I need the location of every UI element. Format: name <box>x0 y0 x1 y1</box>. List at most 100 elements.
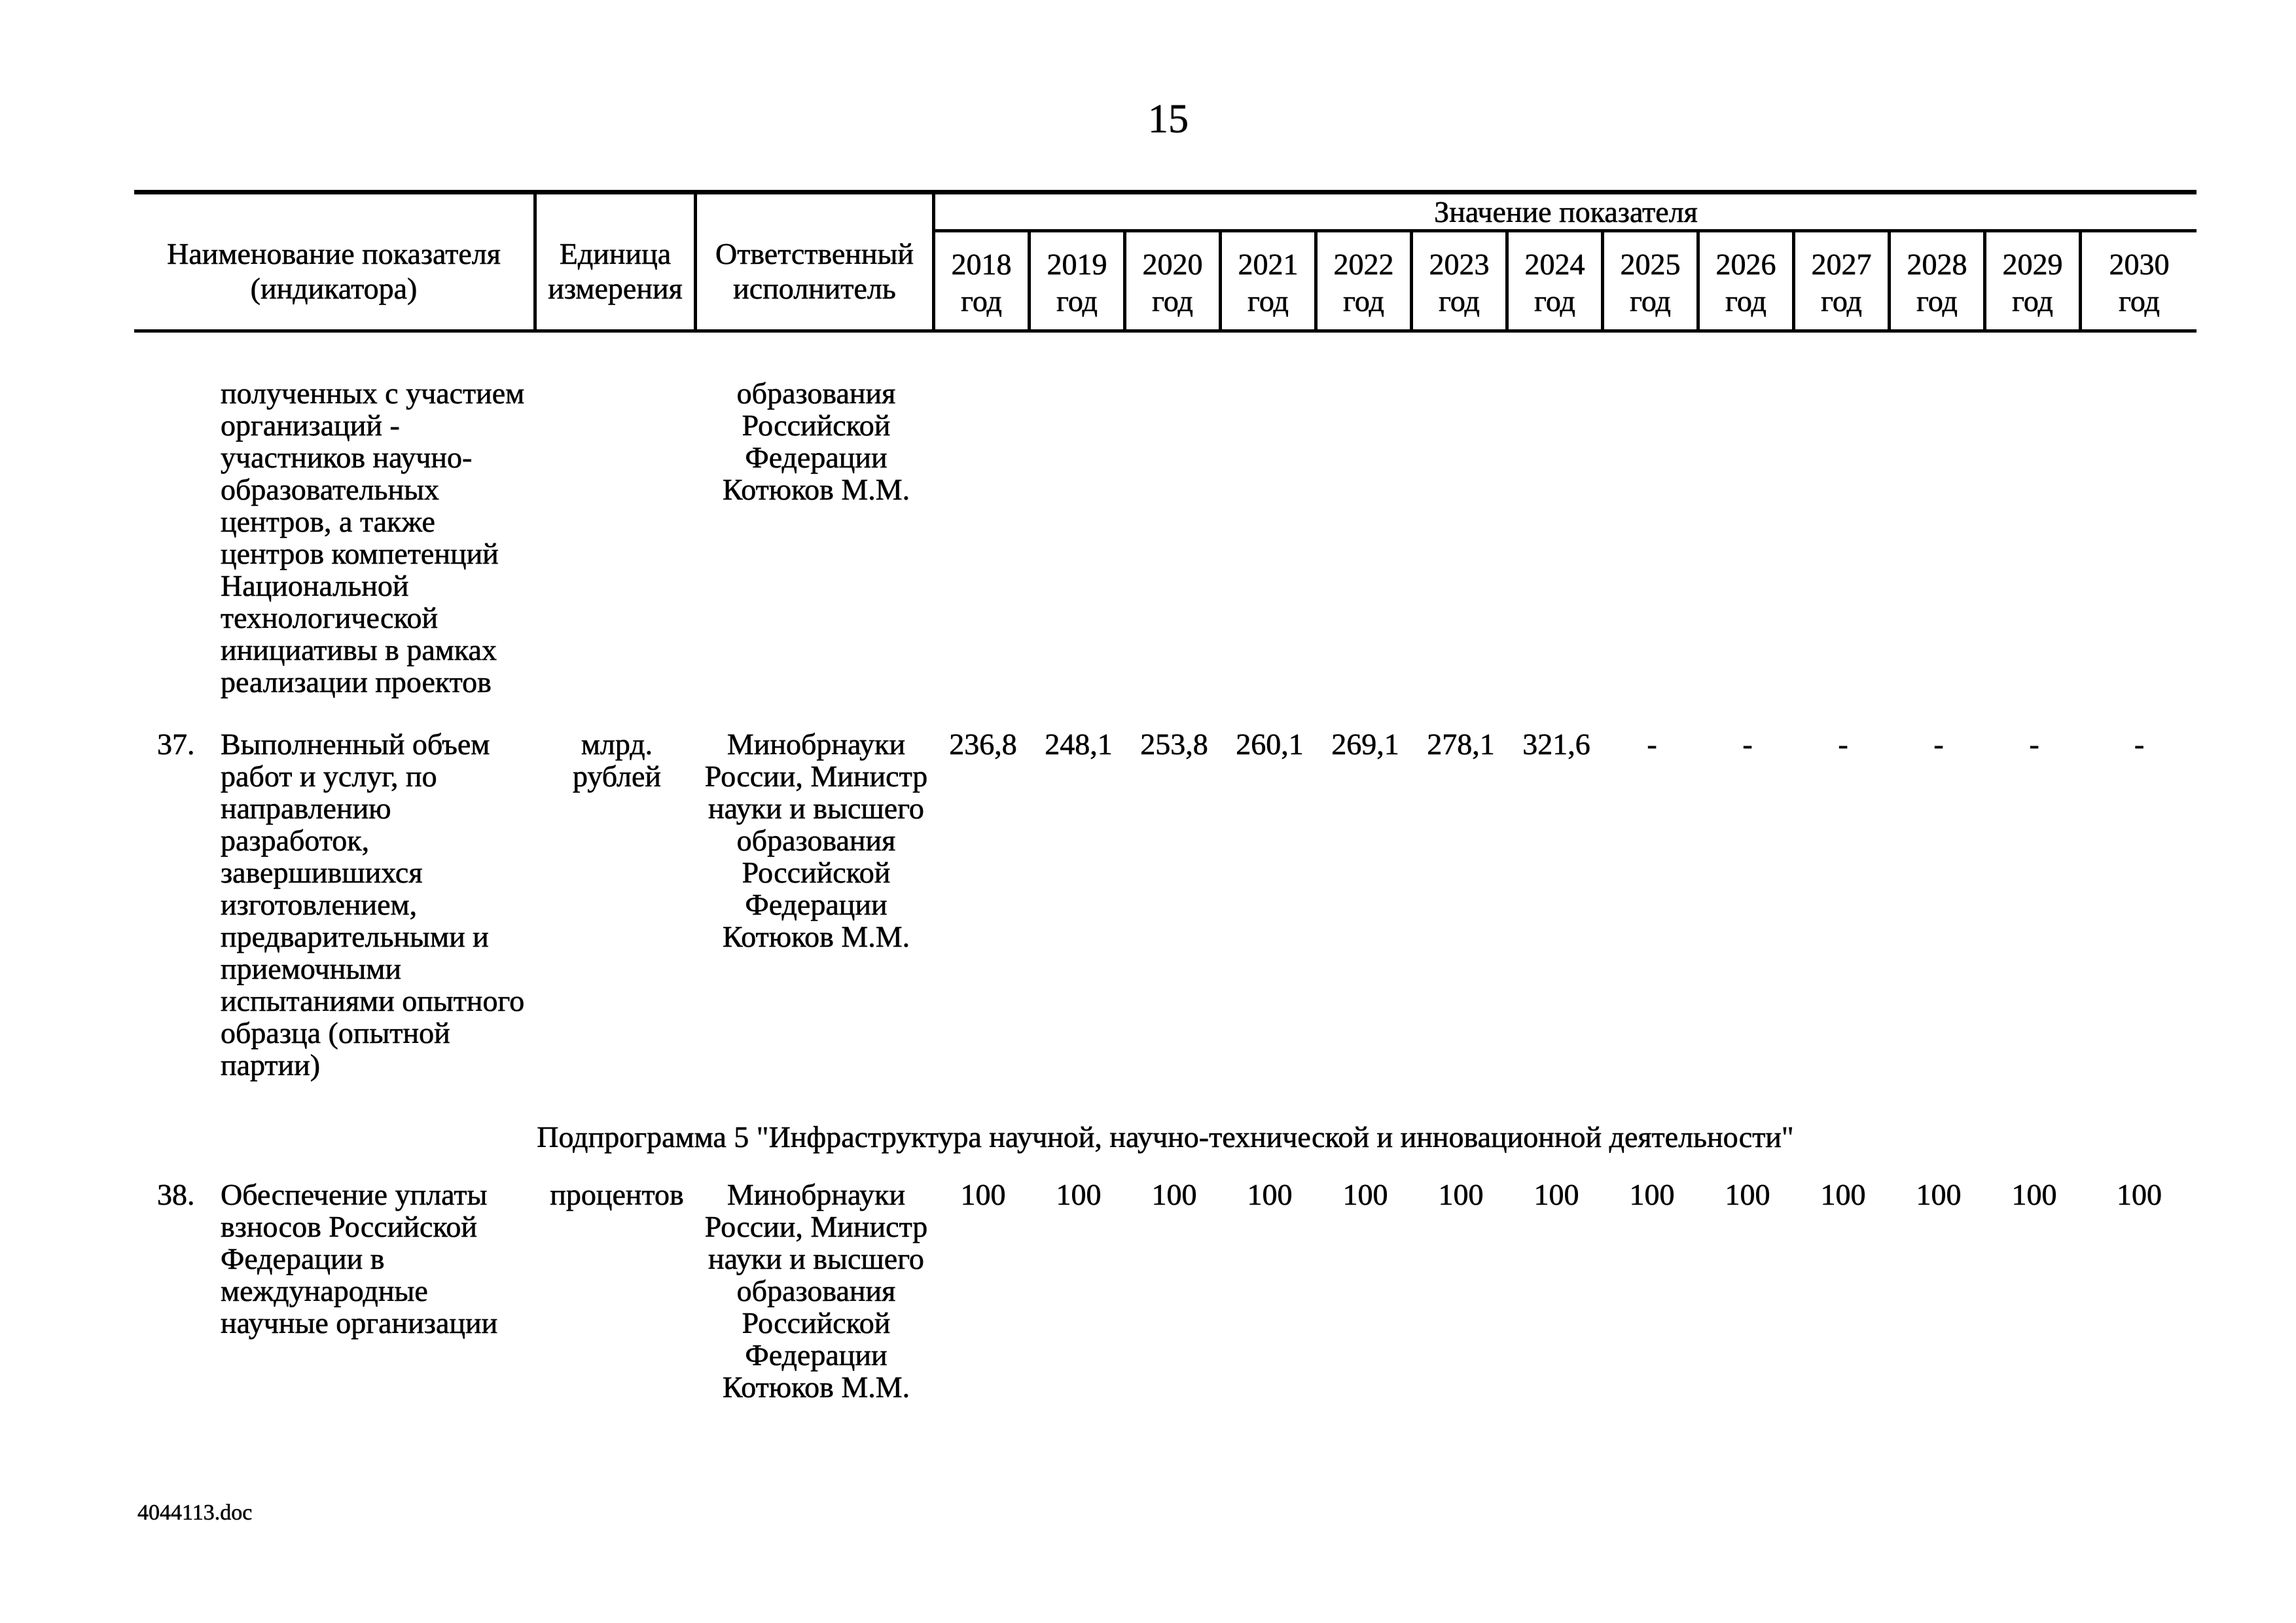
text-line: завершившихся <box>221 856 423 889</box>
text-line: Национальной <box>221 569 409 602</box>
value-2022: 269,1 <box>1331 727 1399 761</box>
year-label: 2027 <box>1811 247 1872 282</box>
value-2027: - <box>1838 727 1848 761</box>
text-line: Котюков М.М. <box>722 1370 910 1404</box>
text-line: изготовлением, <box>221 888 418 921</box>
text-line: направлению <box>221 792 391 825</box>
value-2022: 100 <box>1342 1178 1388 1211</box>
text-line: технологической <box>221 601 439 634</box>
indicator-name-cell: 38. Обеспечение уплаты взносов Российской Ф… <box>134 1178 537 1403</box>
text-line: Наименование показателя <box>167 237 501 271</box>
year-header-2026: 2026 год <box>1700 232 1795 329</box>
year-suffix: год <box>961 284 1002 318</box>
value-2025: 100 <box>1629 1178 1675 1211</box>
year-label: 2023 <box>1429 247 1490 282</box>
year-label: 2029 <box>2002 247 2063 282</box>
text-line: реализации проектов <box>221 665 492 699</box>
row-number: 37. <box>157 727 195 761</box>
text-line: Котюков М.М. <box>722 920 910 953</box>
value-2028: - <box>1933 727 1944 761</box>
text-line: Ответственный <box>715 237 914 271</box>
text-line: образовательных <box>221 473 440 506</box>
text-line: международные <box>221 1274 428 1307</box>
header-executive-column: Ответственный исполнитель <box>697 194 935 329</box>
text-line: Минобрнауки <box>726 1178 906 1211</box>
page-number: 15 <box>1148 97 1189 141</box>
header-unit-column: Единица измерения <box>537 194 697 329</box>
value-2030: - <box>2134 727 2145 761</box>
text-line: Российской <box>742 856 891 889</box>
year-suffix: год <box>1725 284 1767 318</box>
value-2018: 100 <box>960 1178 1006 1211</box>
text-line: образования <box>736 1274 896 1307</box>
header-values-group-title: Значение показателя <box>935 194 2197 232</box>
year-header-2021: 2021 год <box>1222 232 1318 329</box>
executive-cell: Минобрнауки России, Министр науки и высшег… <box>697 728 935 1081</box>
text-line: предварительными и <box>221 920 489 953</box>
text-line: испытаниями опытного <box>221 984 525 1017</box>
text-line: (индикатора) <box>250 272 418 306</box>
year-header-2030: 2030 год <box>2082 232 2197 329</box>
text-line: исполнитель <box>733 272 896 306</box>
value-2024: 321,6 <box>1522 727 1590 761</box>
value-2023: 100 <box>1438 1178 1484 1211</box>
year-header-2029: 2029 год <box>1986 232 2082 329</box>
text-line: науки и высшего <box>708 792 924 825</box>
text-line: работ и услуг, по <box>221 759 437 793</box>
value-2029: - <box>2029 727 2039 761</box>
value-2029: 100 <box>2011 1178 2057 1211</box>
text-line: Федерации <box>745 441 888 474</box>
value-2026: 100 <box>1725 1178 1770 1211</box>
text-line: приемочными <box>221 952 401 985</box>
year-suffix: год <box>1056 284 1098 318</box>
year-header-2024: 2024 год <box>1509 232 1604 329</box>
year-suffix: год <box>1439 284 1480 318</box>
value-2020: 253,8 <box>1140 727 1208 761</box>
year-header-2028: 2028 год <box>1891 232 1986 329</box>
text-line: Минобрнауки <box>726 727 906 761</box>
year-suffix: год <box>1343 284 1384 318</box>
unit-cell: процентов <box>537 1178 697 1403</box>
year-header-2022: 2022 год <box>1318 232 1413 329</box>
year-suffix: год <box>2119 284 2160 318</box>
year-label: 2018 <box>951 247 1012 282</box>
text-line: России, Министр <box>704 1210 928 1243</box>
table-header: Наименование показателя (индикатора) Един… <box>134 190 2197 333</box>
text-line: Российской <box>742 409 891 442</box>
year-suffix: год <box>1152 284 1193 318</box>
text-line: Котюков М.М. <box>722 473 910 506</box>
text-line: Обеспечение уплаты <box>221 1178 488 1211</box>
text-line: Единица <box>559 237 672 271</box>
text-line: России, Министр <box>704 759 928 793</box>
text-line: полученных с участием <box>221 376 525 410</box>
text-line: процентов <box>550 1178 684 1211</box>
value-2018: 236,8 <box>949 727 1017 761</box>
text-line: образования <box>736 376 896 410</box>
text-line: центров, а также <box>221 505 435 538</box>
indicator-name-lines: Обеспечение уплаты взносов Российской Феде… <box>221 1178 537 1340</box>
text-line: Выполненный объем <box>221 727 490 761</box>
text-line: образца (опытной <box>221 1016 450 1049</box>
value-2025: - <box>1647 727 1657 761</box>
text-line: участников научно- <box>221 441 473 474</box>
value-2021: 100 <box>1247 1178 1293 1211</box>
year-label: 2019 <box>1047 247 1107 282</box>
year-label: 2025 <box>1620 247 1681 282</box>
value-2021: 260,1 <box>1236 727 1304 761</box>
value-2019: 100 <box>1056 1178 1102 1211</box>
year-suffix: год <box>1916 284 1958 318</box>
text-line: Федерации в <box>221 1242 385 1275</box>
indicators-table: Наименование показателя (индикатора) Един… <box>134 190 2197 1403</box>
text-line: рублей <box>572 759 662 793</box>
text-line: Российской <box>742 1306 891 1340</box>
year-label: 2020 <box>1142 247 1203 282</box>
value-2024: 100 <box>1534 1178 1579 1211</box>
year-label: 2030 <box>2109 247 2170 282</box>
year-header-2027: 2027 год <box>1795 232 1891 329</box>
executive-cell: образования Российской Федерации Котюков М.… <box>697 377 935 698</box>
footer-filename: 4044113.doc <box>137 1501 253 1525</box>
indicator-name-lines: полученных с участием организаций - участн… <box>221 376 537 699</box>
year-suffix: год <box>1534 284 1575 318</box>
text-line: образования <box>736 824 896 857</box>
year-label: 2021 <box>1238 247 1299 282</box>
